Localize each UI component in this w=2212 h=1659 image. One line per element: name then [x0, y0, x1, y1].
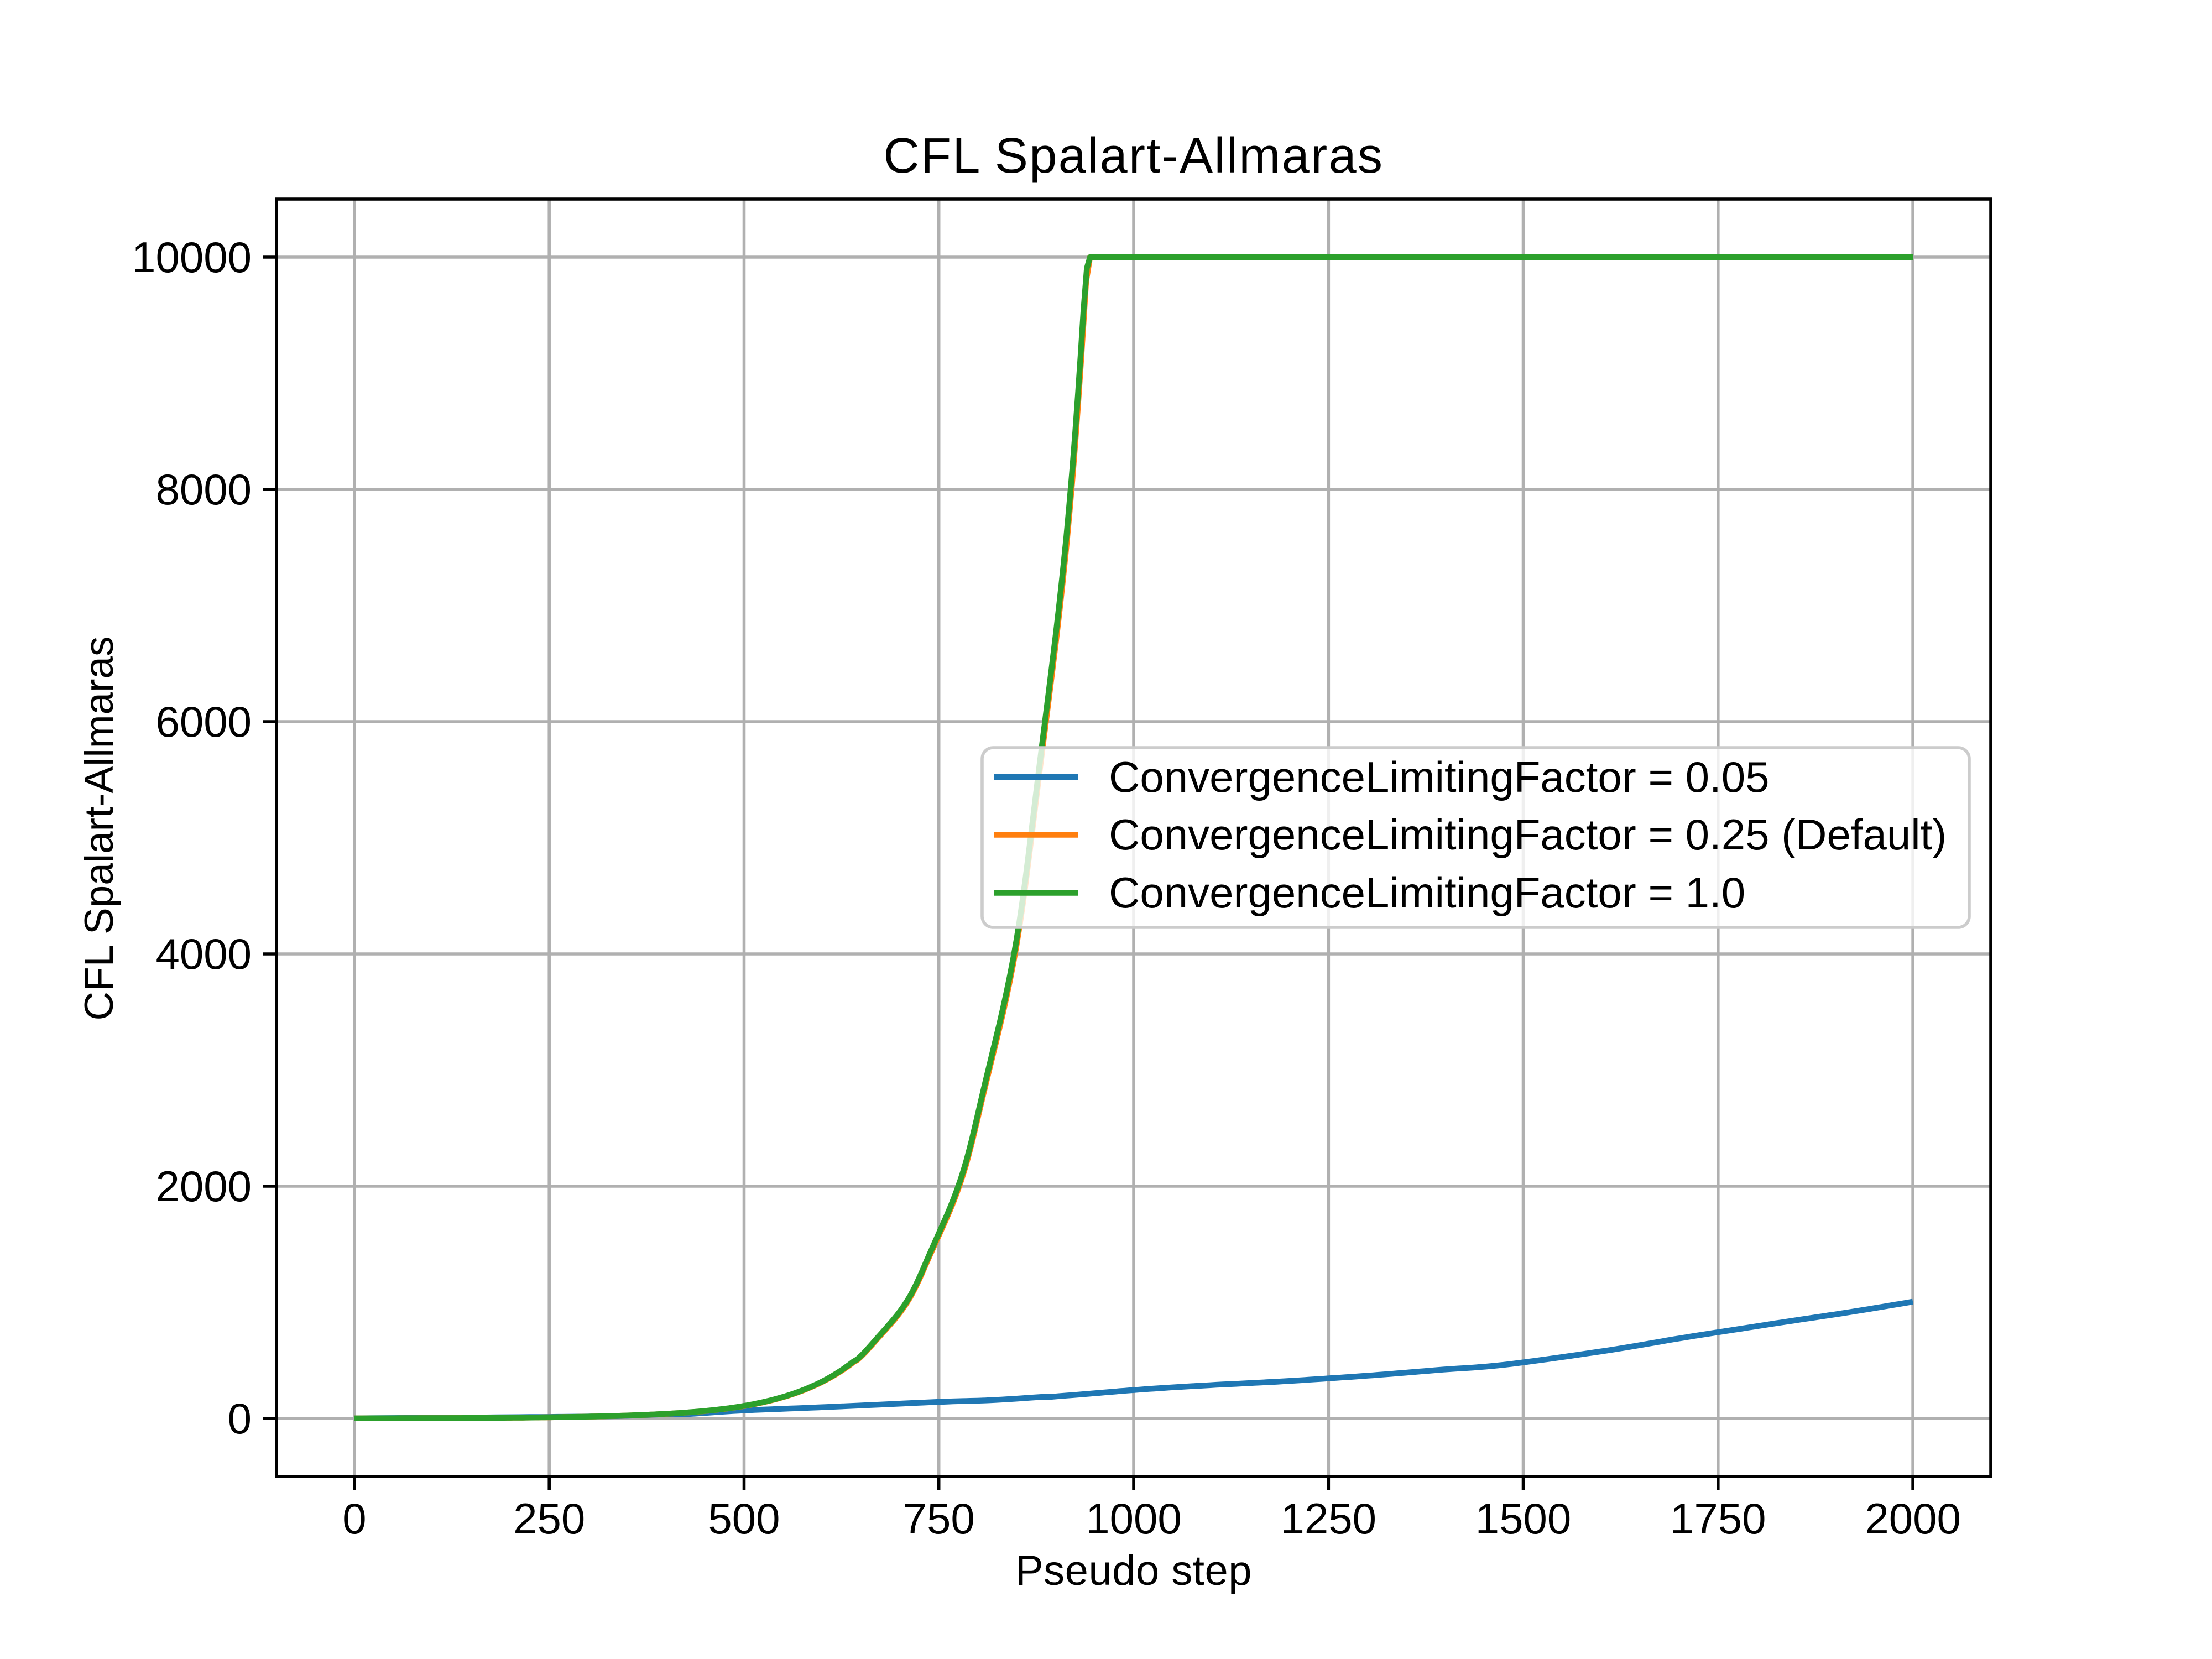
svg-text:ConvergenceLimitingFactor = 0.: ConvergenceLimitingFactor = 0.05	[1109, 753, 1770, 801]
svg-text:Pseudo step: Pseudo step	[1015, 1547, 1252, 1594]
svg-text:1750: 1750	[1670, 1494, 1766, 1543]
svg-text:2000: 2000	[1865, 1494, 1961, 1543]
svg-text:4000: 4000	[155, 930, 252, 978]
svg-text:CFL Spalart-Allmaras: CFL Spalart-Allmaras	[77, 636, 122, 1020]
svg-text:6000: 6000	[155, 697, 252, 746]
svg-text:250: 250	[513, 1494, 585, 1543]
svg-text:8000: 8000	[155, 465, 252, 514]
svg-text:2000: 2000	[155, 1162, 252, 1211]
svg-text:ConvergenceLimitingFactor = 0.: ConvergenceLimitingFactor = 0.25 (Defaul…	[1109, 810, 1947, 859]
svg-text:0: 0	[342, 1494, 366, 1543]
svg-text:1500: 1500	[1475, 1494, 1572, 1543]
svg-text:ConvergenceLimitingFactor = 1.: ConvergenceLimitingFactor = 1.0	[1109, 868, 1745, 917]
svg-text:10000: 10000	[132, 233, 252, 281]
svg-text:500: 500	[708, 1494, 780, 1543]
svg-text:750: 750	[903, 1494, 975, 1543]
svg-text:1250: 1250	[1281, 1494, 1377, 1543]
svg-text:CFL Spalart-Allmaras: CFL Spalart-Allmaras	[884, 128, 1384, 184]
svg-text:1000: 1000	[1086, 1494, 1182, 1543]
svg-text:0: 0	[228, 1394, 252, 1443]
